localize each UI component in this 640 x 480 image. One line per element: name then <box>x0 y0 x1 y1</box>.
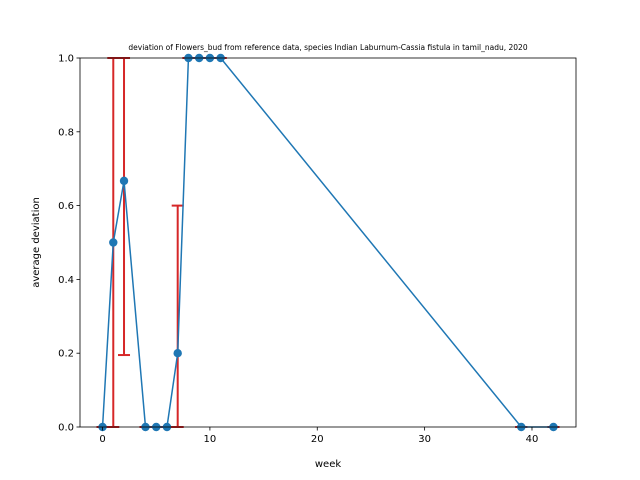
y-axis-label: average deviation <box>31 197 42 288</box>
y-tick-label: 0.6 <box>58 201 74 212</box>
y-tick-label: 0.0 <box>58 423 74 434</box>
data-point-7 <box>173 349 182 358</box>
y-tick-label: 0.4 <box>58 275 74 286</box>
chart-title: deviation of Flowers_bud from reference … <box>128 43 527 52</box>
x-axis-label: week <box>315 459 341 470</box>
x-tick-label: 40 <box>526 434 539 445</box>
x-tick-label: 0 <box>99 434 105 445</box>
axes-frame <box>79 57 577 428</box>
plot-area <box>80 58 576 427</box>
axes-border <box>79 57 577 428</box>
x-tick-label: 30 <box>418 434 431 445</box>
y-tick-label: 0.2 <box>58 349 74 360</box>
x-tick-label: 20 <box>311 434 324 445</box>
x-tick-label: 10 <box>204 434 217 445</box>
x-axis-ticks: 0 10 20 30 40 <box>99 427 538 445</box>
y-tick-label: 0.8 <box>58 127 74 138</box>
data-point-1 <box>109 238 118 247</box>
y-tick-label: 1.0 <box>58 54 74 65</box>
data-point-2 <box>119 176 129 186</box>
y-axis-ticks: 0.0 0.2 0.4 0.6 0.8 1.0 <box>58 54 80 434</box>
